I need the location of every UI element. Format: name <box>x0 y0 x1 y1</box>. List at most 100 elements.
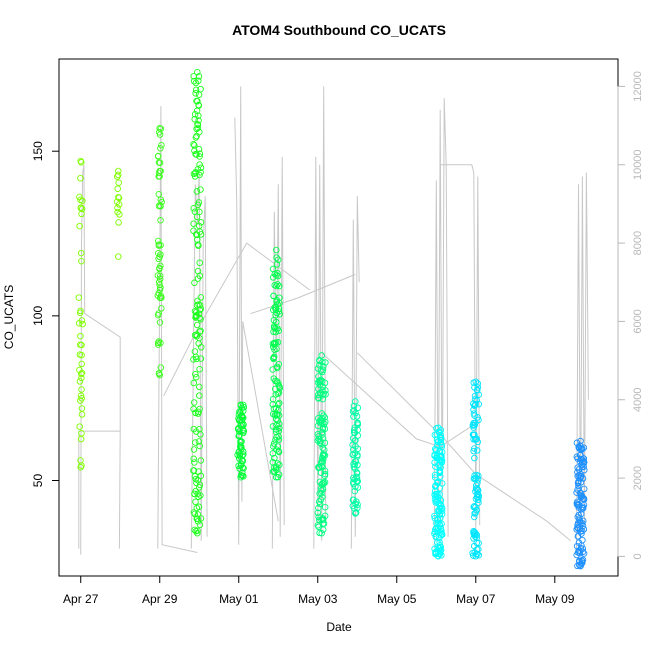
data-point <box>240 407 247 415</box>
data-point <box>353 473 360 481</box>
data-point <box>193 479 200 487</box>
x-tick-label: May 05 <box>377 592 417 606</box>
data-point <box>192 373 200 381</box>
data-point <box>320 479 327 486</box>
data-point <box>196 259 203 267</box>
data-point <box>195 112 202 119</box>
data-point <box>437 543 445 551</box>
y-axis-label: CO_UCATS <box>2 285 16 349</box>
data-point <box>197 327 204 335</box>
data-point <box>192 90 199 97</box>
data-point <box>574 468 581 476</box>
data-point <box>471 531 478 538</box>
data-point <box>197 186 204 193</box>
data-point <box>155 310 162 317</box>
data-point <box>574 533 582 540</box>
data-point <box>434 539 441 546</box>
data-point <box>192 475 200 483</box>
data-point <box>154 341 162 348</box>
data-point <box>579 536 586 544</box>
data-point <box>472 485 480 492</box>
data-point <box>275 380 282 387</box>
data-point <box>270 440 278 447</box>
data-point <box>315 377 323 385</box>
data-point <box>474 476 482 483</box>
data-point <box>156 286 164 294</box>
data-point <box>435 552 442 560</box>
data-point <box>573 489 580 496</box>
data-point <box>155 191 163 198</box>
data-point <box>240 427 248 435</box>
y2-tick-label: 2000 <box>632 466 644 490</box>
data-point <box>273 282 280 290</box>
data-point <box>433 442 441 449</box>
data-point <box>275 412 283 419</box>
data-point <box>197 457 205 464</box>
data-point <box>192 86 200 94</box>
data-point <box>192 498 199 506</box>
data-point <box>352 398 359 405</box>
data-point <box>158 141 165 149</box>
data-point <box>319 516 327 524</box>
data-point <box>77 157 84 165</box>
data-point <box>156 264 163 272</box>
data-point <box>471 412 478 419</box>
data-point <box>273 246 280 254</box>
data-point <box>274 269 281 277</box>
y2-tick-label: 12000 <box>632 71 644 102</box>
data-point <box>349 408 357 415</box>
data-point <box>190 141 197 148</box>
data-point <box>272 428 280 436</box>
data-point <box>115 253 122 260</box>
data-point <box>270 292 277 300</box>
data-point <box>195 493 202 500</box>
data-point <box>435 507 443 515</box>
y-tick-label: 150 <box>31 141 45 161</box>
data-point <box>319 395 327 403</box>
altitude-segment <box>356 352 571 542</box>
data-point <box>157 242 164 249</box>
data-point <box>274 272 282 280</box>
data-point <box>576 489 584 497</box>
data-point <box>269 395 277 403</box>
data-point <box>473 506 480 514</box>
data-point <box>196 392 203 399</box>
data-point <box>192 314 199 321</box>
data-point <box>195 438 203 445</box>
data-point <box>194 68 201 76</box>
data-point <box>78 317 86 324</box>
x-axis-label: Date <box>326 620 352 634</box>
data-point <box>116 211 123 218</box>
data-point <box>438 527 445 535</box>
data-point <box>315 504 322 512</box>
data-point <box>474 380 482 387</box>
data-point <box>318 352 325 359</box>
data-point <box>79 320 86 328</box>
data-point <box>190 77 198 85</box>
data-point <box>192 313 200 321</box>
data-point <box>322 359 329 366</box>
data-point <box>320 451 328 458</box>
data-point <box>474 496 482 504</box>
data-point <box>196 306 203 314</box>
data-point <box>235 417 243 424</box>
data-point <box>321 503 329 511</box>
data-point <box>321 425 329 433</box>
data-point <box>475 492 482 499</box>
x-tick-label: May 09 <box>535 592 575 606</box>
data-point <box>272 304 280 311</box>
data-point <box>235 462 242 470</box>
data-point <box>274 460 281 467</box>
data-point <box>270 316 278 324</box>
data-point <box>156 294 164 302</box>
altitude-segment <box>576 172 589 549</box>
data-point <box>314 437 322 444</box>
data-point <box>321 439 329 447</box>
data-point <box>575 502 582 509</box>
data-point <box>320 412 327 419</box>
secondary-y-axis: 0 2000 4000 6000 8000 10000 12000 <box>617 71 644 559</box>
data-point <box>190 425 198 433</box>
data-point <box>190 446 198 453</box>
data-point <box>156 124 163 132</box>
